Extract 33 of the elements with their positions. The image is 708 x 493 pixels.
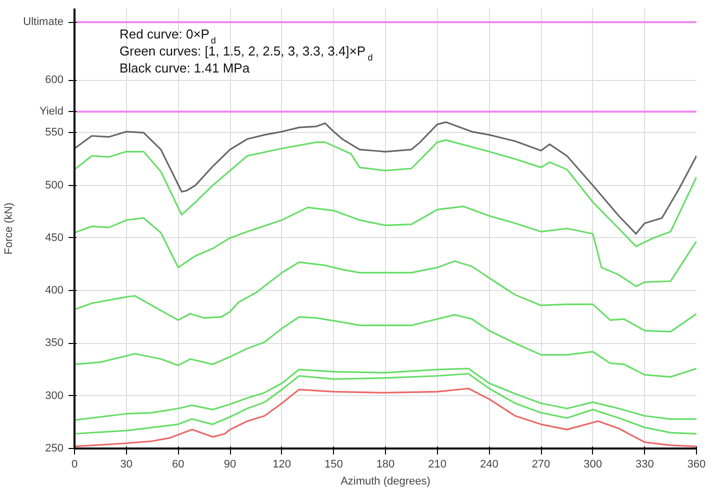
x-tick-label: 180 xyxy=(376,458,395,470)
y-tick-label: 400 xyxy=(45,284,64,297)
y-tick-label: 250 xyxy=(45,442,64,454)
y-tick-label: 500 xyxy=(45,179,64,192)
line-series xyxy=(74,139,696,248)
x-tick-label: 360 xyxy=(687,458,706,470)
line-series xyxy=(74,206,696,288)
line-series xyxy=(74,260,696,332)
y-axis-title: Force (kN) xyxy=(3,202,16,254)
x-tick-label: 30 xyxy=(120,458,132,470)
line-series xyxy=(74,314,696,378)
ref-line-label: Ultimate xyxy=(23,16,64,28)
line-series xyxy=(74,368,696,421)
y-tick-label: 550 xyxy=(45,126,64,139)
y-tick-label: 300 xyxy=(45,390,64,402)
x-tick-label: 60 xyxy=(172,458,184,470)
ref-line-label: Yield xyxy=(39,106,64,118)
x-tick-label: 300 xyxy=(584,458,602,470)
y-tick-label: 450 xyxy=(45,232,64,244)
x-tick-label: 0 xyxy=(71,458,78,470)
y-tick-label: 600 xyxy=(45,74,64,86)
x-tick-label: 270 xyxy=(532,458,550,470)
line-series xyxy=(74,121,696,235)
annotation: Black curve: 1.41 MPa xyxy=(120,60,250,76)
x-tick-label: 120 xyxy=(272,458,292,470)
x-axis-title: Azimuth (degrees) xyxy=(340,476,430,488)
x-tick-label: 210 xyxy=(428,458,447,470)
x-tick-label: 90 xyxy=(224,458,236,470)
y-tick-label: 350 xyxy=(45,337,64,350)
x-tick-label: 150 xyxy=(324,458,343,470)
x-tick-label: 240 xyxy=(480,458,498,470)
line-series xyxy=(74,372,696,435)
x-tick-label: 330 xyxy=(635,458,654,470)
